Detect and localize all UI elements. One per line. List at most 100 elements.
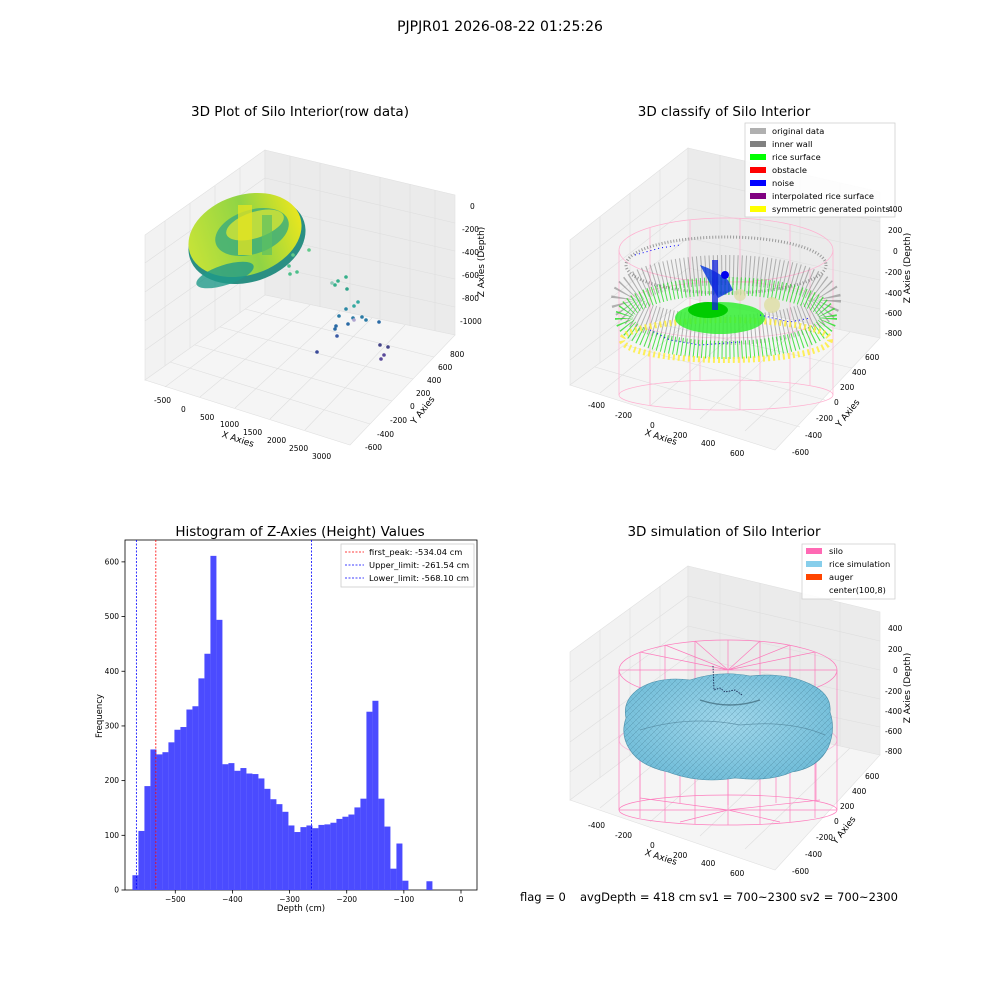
classify-z-tick: 400 xyxy=(888,205,903,214)
classify-x-tick: 600 xyxy=(730,449,745,458)
histogram-bar xyxy=(210,555,217,890)
simulation-z-tick: 400 xyxy=(888,624,903,633)
simulation-y-tick: -200 xyxy=(816,833,833,842)
histogram-bar xyxy=(294,832,301,890)
histogram-bar xyxy=(372,700,379,890)
classify-y-tick: -400 xyxy=(805,431,822,440)
raw-y-ticks: -600 -400 -200 0 200 400 600 800 xyxy=(365,350,465,452)
legend-swatch-auger xyxy=(806,574,822,580)
histogram-y-tick-label: 500 xyxy=(105,612,120,621)
classify-y-ticks: -600 -400 -200 0 200 400 600 xyxy=(792,353,880,457)
raw-x-tick: 0 xyxy=(181,405,186,414)
status-sv2: sv2 = 700~2300 xyxy=(800,890,898,904)
simulation-y-tick: -600 xyxy=(792,867,809,876)
raw-z-ticks: 0 -200 -400 -600 -800 -1000 xyxy=(460,202,482,326)
raw-x-tick: 1000 xyxy=(220,420,239,429)
simulation-z-tick: -400 xyxy=(885,707,902,716)
histogram-bar xyxy=(336,818,343,890)
histogram-bar xyxy=(150,749,157,890)
histogram-y-tick-label: 400 xyxy=(105,667,120,676)
status-line: flag = 0 avgDepth = 418 cm sv1 = 700~230… xyxy=(520,890,898,904)
raw-y-tick: 400 xyxy=(427,376,442,385)
legend-label: inner wall xyxy=(772,139,812,149)
simulation-z-tick: 200 xyxy=(888,645,903,654)
histogram-bar xyxy=(180,727,187,890)
classify-x-tick: 0 xyxy=(650,421,655,430)
classify-legend: original data inner wall rice surface ob… xyxy=(744,122,896,218)
histogram-bar xyxy=(174,729,181,890)
simulation-x-tick: 600 xyxy=(730,869,745,878)
histogram-bar xyxy=(156,754,163,890)
raw-x-tick: 1500 xyxy=(243,428,262,437)
histogram-bar xyxy=(270,799,277,890)
classify-z-tick: 200 xyxy=(888,226,903,235)
panel-title-classify: 3D classify of Silo Interior xyxy=(638,104,811,120)
classify-z-axis-label: Z Axies (Depth) xyxy=(903,233,913,304)
histogram-y-tick-label: 200 xyxy=(105,776,120,785)
histogram-y-tick-label: 600 xyxy=(105,557,120,566)
classify-y-tick: 0 xyxy=(834,398,839,407)
legend-label: rice surface xyxy=(772,152,821,162)
status-flag: flag = 0 xyxy=(520,890,566,904)
simulation-y-tick: -400 xyxy=(805,850,822,859)
legend-swatch-noise xyxy=(750,180,766,186)
classify-y-tick: 200 xyxy=(840,383,855,392)
classify-x-tick: -400 xyxy=(588,401,605,410)
histogram-bar xyxy=(426,881,433,890)
histogram-y-tick-label: 300 xyxy=(105,722,120,731)
classify-y-tick: -600 xyxy=(792,448,809,457)
classify-z-ticks: 400 200 0 -200 -400 -600 -800 xyxy=(885,205,903,338)
raw-z-axis-label: Z Axies (Depth) xyxy=(477,227,487,298)
raw-z-tick: -800 xyxy=(462,294,479,303)
panel-classify: 3D classify of Silo Interior xyxy=(569,104,913,458)
classify-x-ticks: -400 -200 0 200 400 600 xyxy=(588,401,745,458)
raw-x-tick: 2500 xyxy=(289,444,308,453)
histogram-bar xyxy=(318,824,325,890)
histogram-bar xyxy=(168,742,175,890)
raw-x-tick: 2000 xyxy=(267,436,286,445)
legend-label: silo xyxy=(829,546,843,556)
panel-histogram: Histogram of Z-Axies (Height) Values −50… xyxy=(95,524,478,914)
simulation-x-ticks: -400 -200 0 200 400 600 xyxy=(588,821,745,878)
raw-y-axis-label: Y Axies xyxy=(409,395,438,428)
histogram-x-tick-label: −200 xyxy=(336,895,357,904)
raw-y-tick: -400 xyxy=(377,430,394,439)
histogram-bar xyxy=(264,788,271,890)
simulation-legend: silo rice simulation auger center(100,8) xyxy=(801,543,896,600)
histogram-bar xyxy=(258,778,265,890)
raw-point-cloud xyxy=(188,192,306,289)
panel-simulation: 3D simulation of Silo Interior xyxy=(569,524,913,878)
histogram-bar xyxy=(216,619,223,890)
axes3d-box-raw xyxy=(144,149,456,446)
simulation-x-tick: -400 xyxy=(588,821,605,830)
classify-y-tick: -200 xyxy=(816,414,833,423)
simulation-z-tick: -200 xyxy=(885,687,902,696)
histogram-bar xyxy=(192,706,199,890)
histogram-bar xyxy=(342,816,349,890)
raw-x-ticks: -500 0 500 1000 1500 2000 2500 3000 xyxy=(154,396,331,461)
legend-label: obstacle xyxy=(772,165,807,175)
legend-label: first_peak: -534.04 cm xyxy=(369,547,462,557)
histogram-legend: first_peak: -534.04 cm Upper_limit: -261… xyxy=(340,543,475,588)
simulation-y-ticks: -600 -400 -200 0 200 400 600 xyxy=(792,772,880,876)
classify-z-tick: -800 xyxy=(885,329,902,338)
legend-label: rice simulation xyxy=(829,559,890,569)
histogram-bar xyxy=(252,774,259,890)
histogram-bar xyxy=(390,868,397,890)
histogram-bar xyxy=(246,773,253,890)
classify-y-tick: 600 xyxy=(865,353,880,362)
legend-swatch-obstacle xyxy=(750,167,766,173)
histogram-title: Histogram of Z-Axies (Height) Values xyxy=(175,524,424,540)
raw-z-tick: -1000 xyxy=(460,317,482,326)
histogram-bar xyxy=(288,825,295,890)
legend-label: Upper_limit: -261.54 cm xyxy=(369,560,469,570)
histogram-bar xyxy=(144,786,151,890)
legend-label: interpolated rice surface xyxy=(772,191,874,201)
histogram-bar xyxy=(240,768,247,890)
histogram-bar xyxy=(360,798,367,890)
simulation-z-tick: -600 xyxy=(885,727,902,736)
histogram-bar xyxy=(300,827,307,890)
raw-y-tick: -200 xyxy=(390,416,407,425)
simulation-y-tick: 0 xyxy=(834,817,839,826)
panel-title-simulation: 3D simulation of Silo Interior xyxy=(627,524,821,540)
